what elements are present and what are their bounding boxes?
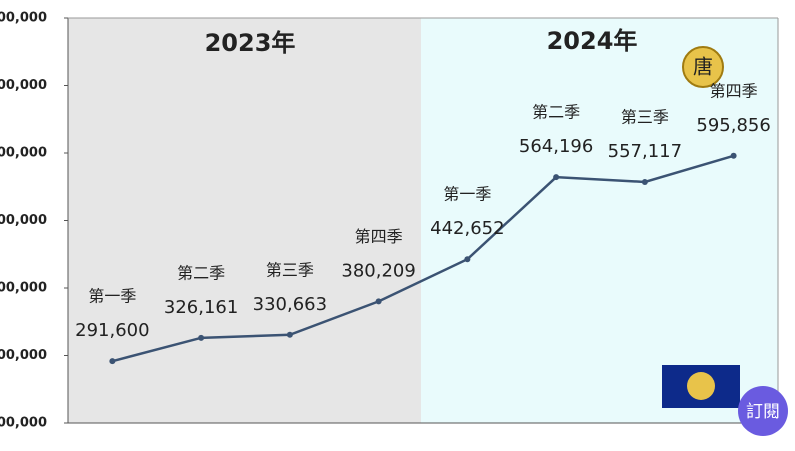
y-tick-label: 600,000	[0, 146, 47, 161]
year-label: 2023年	[205, 29, 296, 57]
value-label: 557,117	[608, 141, 682, 162]
category-label: 第三季	[266, 260, 314, 279]
value-label: 564,196	[519, 136, 593, 157]
year-label: 2024年	[547, 27, 638, 55]
subscribe-text[interactable]: 訂閱	[746, 402, 780, 422]
y-tick-label: 700,000	[0, 78, 47, 93]
category-label: 第一季	[443, 185, 491, 204]
category-label: 第二季	[532, 103, 580, 122]
logo-text: 唐	[693, 55, 713, 79]
point	[464, 256, 471, 263]
point	[286, 331, 293, 338]
region-2024	[421, 18, 778, 423]
category-label: 第四季	[355, 227, 403, 246]
y-tick-label: 200,000	[0, 416, 47, 431]
line	[112, 154, 734, 363]
point	[198, 334, 205, 341]
category-label: 第三季	[621, 107, 669, 126]
y-tick-label: 300,000	[0, 348, 47, 363]
value-label: 380,209	[341, 260, 415, 281]
region-2023	[68, 18, 421, 423]
y-tick-label: 500,000	[0, 213, 47, 228]
value-label: 291,600	[75, 320, 149, 341]
y-tick-label: 800,000	[0, 11, 47, 26]
logo	[687, 372, 715, 400]
point	[641, 178, 648, 185]
subscribe-button[interactable]	[738, 386, 788, 436]
value-label: 330,663	[253, 294, 327, 315]
logo	[682, 46, 724, 88]
value-label: 595,856	[696, 115, 770, 136]
point	[553, 174, 560, 181]
point	[730, 152, 737, 159]
value-label: 442,652	[430, 218, 504, 239]
category-label: 第二季	[177, 263, 225, 282]
point	[375, 298, 382, 305]
value-label: 326,161	[164, 297, 238, 318]
category-label: 第一季	[88, 287, 136, 306]
point	[109, 358, 116, 365]
y-tick-label: 400,000	[0, 281, 47, 296]
category-label: 第四季	[710, 81, 758, 100]
